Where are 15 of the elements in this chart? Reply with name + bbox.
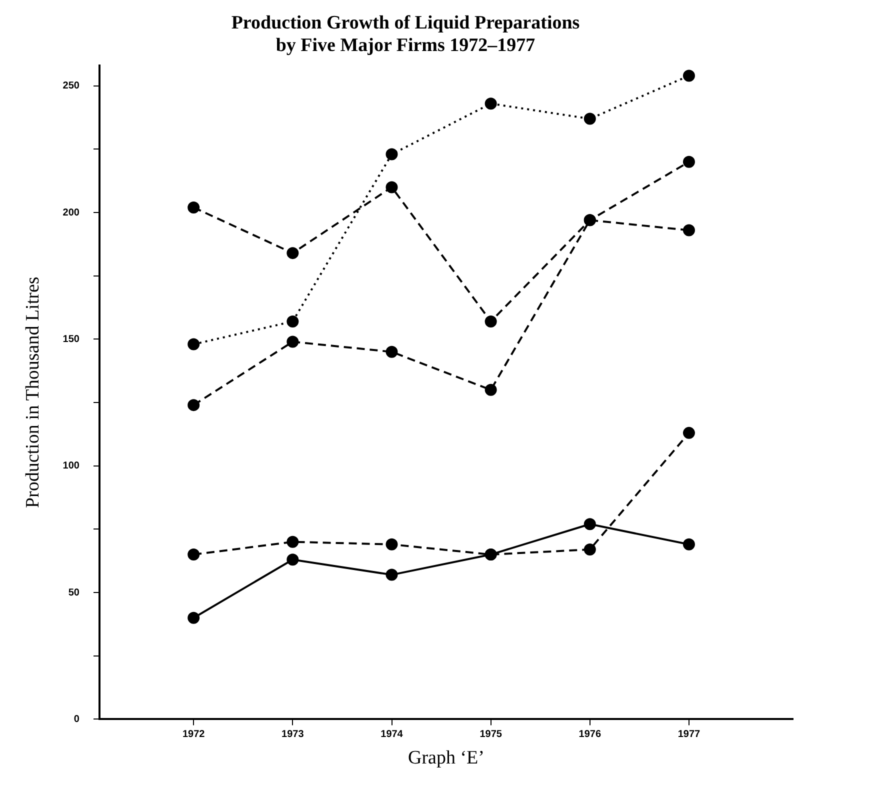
- x-tick-label: 1977: [678, 728, 701, 740]
- chart-title: Production Growth of Liquid Preparations by Five Major Firms 1972–1977: [231, 12, 580, 56]
- y-tick-label: 0: [74, 714, 80, 725]
- y-tick-label: 200: [62, 207, 80, 218]
- x-tick-label: 1973: [282, 728, 304, 740]
- y-tick-label: 250: [62, 80, 80, 92]
- y-tick-label: 100: [62, 460, 80, 472]
- x-axis-title: Graph ‘E’: [408, 748, 484, 769]
- y-axis-title: Production in Thousand Litres: [22, 276, 44, 508]
- y-tick-label: 150: [62, 334, 80, 345]
- x-tick-label: 1972: [182, 728, 206, 740]
- x-tick-label: 1975: [480, 728, 502, 740]
- x-tick-label: 1976: [578, 728, 602, 740]
- x-tick-label: 1974: [380, 728, 404, 740]
- y-tick-label: 50: [68, 587, 80, 598]
